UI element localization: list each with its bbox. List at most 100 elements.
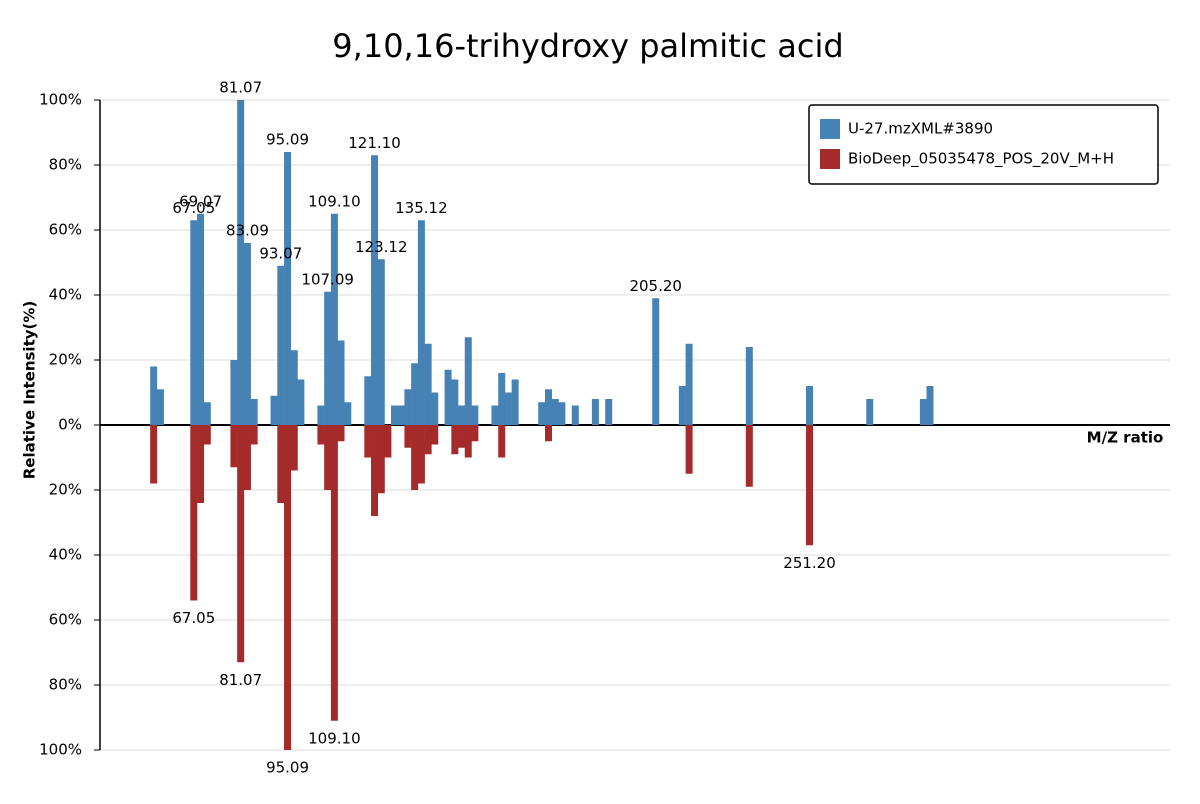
bar [337,340,345,425]
bar [237,425,245,663]
bar [919,399,927,425]
bar [371,155,379,425]
bar [544,389,552,425]
bar [652,298,660,425]
peak-label: 135.12 [395,199,448,217]
bar [337,425,345,442]
y-tick-label: 40% [49,546,82,564]
bar [230,360,238,425]
bar [424,425,432,455]
bar [391,405,399,425]
bar [284,152,292,425]
bar [806,425,814,546]
bar [411,363,419,425]
bar [678,386,686,425]
bar [417,220,425,425]
y-tick-label: 80% [49,156,82,174]
bar [404,425,412,448]
bar [411,425,419,490]
y-tick-label: 100% [39,91,82,109]
bar [444,369,452,425]
labels: 67.0569.0781.0783.0993.0795.09107.09109.… [172,79,835,777]
peak-label: 205.20 [629,277,682,295]
bar [270,395,278,425]
bar [866,399,874,425]
y-tick-label: 40% [49,286,82,304]
bar [317,405,325,425]
y-axis-label: Relative Intensity(%) [21,301,39,480]
bar [451,425,459,455]
bar [471,425,479,442]
legend-swatch [820,119,840,139]
peak-label: 121.10 [348,134,401,152]
peak-label: 109.10 [308,729,361,747]
legend-box [808,104,1159,185]
bar [324,291,332,425]
bar [431,425,439,445]
bar [317,425,325,445]
bar [330,213,338,425]
bar [745,425,753,487]
bar [498,425,506,458]
bar [685,343,693,425]
bar [424,343,432,425]
bar [571,405,579,425]
peak-label: 251.20 [783,554,836,572]
bar [324,425,332,490]
y-tick-label: 80% [49,676,82,694]
bar [544,425,552,442]
bar [504,392,512,425]
bar [190,425,198,601]
y-tick-label: 0% [58,416,82,434]
legend-label: U-27.mzXML#3890 [848,120,993,138]
legend-swatch [820,149,840,169]
bar [364,425,372,458]
bar [471,405,479,425]
bar [230,425,238,468]
bar [591,399,599,425]
peak-label: 95.09 [266,131,309,149]
bar [458,425,466,448]
bar [250,399,258,425]
bar [364,376,372,425]
bar [237,100,245,425]
bar [371,425,379,516]
x-axis-label: M/Z ratio [1087,429,1164,447]
bar [243,243,251,425]
bar [397,405,405,425]
bar [498,373,506,425]
bar [197,425,205,503]
peak-label: 123.12 [355,238,408,256]
bar [156,389,164,425]
bar [491,405,499,425]
peak-label: 107.09 [301,270,354,288]
peak-label: 95.09 [266,759,309,777]
peak-label: 67.05 [172,609,215,627]
bar [243,425,251,490]
bar [297,379,305,425]
peak-label: 83.09 [226,222,269,240]
bar [284,425,292,750]
bar [404,389,412,425]
legend: U-27.mzXML#3890 BioDeep_05035478_POS_20V_… [808,104,1159,185]
bar [290,425,298,471]
peak-label: 81.07 [219,79,262,97]
bar [464,337,472,425]
bar [277,425,285,503]
bar [344,402,352,425]
bar [451,379,459,425]
bar [558,402,566,425]
bar [511,379,519,425]
bar [685,425,693,474]
bar [203,425,211,445]
bar [377,259,385,425]
y-tick-label: 20% [49,481,82,499]
bar [330,425,338,721]
y-tick-label: 20% [49,351,82,369]
bar [150,366,158,425]
y-tick-label: 60% [49,221,82,239]
y-tick-label: 60% [49,611,82,629]
peak-label: 93.07 [259,244,302,262]
